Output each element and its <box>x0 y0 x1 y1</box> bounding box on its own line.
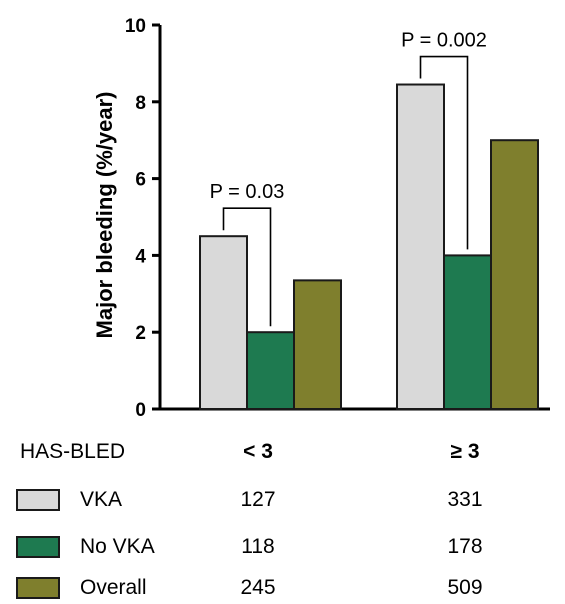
significance-bracket <box>419 55 469 250</box>
table-row-no-vka: No VKA 118 178 <box>0 532 565 562</box>
y-tick-label: 4 <box>135 246 146 267</box>
count-no-vka-low: 118 <box>241 535 275 558</box>
y-tick-label: 10 <box>125 16 146 37</box>
y-tick-label: 8 <box>135 93 146 114</box>
table-row-vka: VKA 127 331 <box>0 485 565 515</box>
table-header-row: HAS-BLED < 3 ≥ 3 <box>0 437 565 467</box>
y-tick-label: 2 <box>135 323 146 344</box>
legend-label-no-vka: No VKA <box>80 535 155 558</box>
bar <box>246 331 295 411</box>
count-overall-low: 245 <box>240 576 276 599</box>
count-no-vka-high: 178 <box>447 535 483 558</box>
legend-label-overall: Overall <box>80 576 147 599</box>
legend-swatch-no-vka <box>16 536 60 558</box>
legend-label-vka: VKA <box>80 488 123 511</box>
bar-chart: 0 2 4 6 8 10 P = 0.03 P = 0.002 Major bleeding… <box>92 16 550 420</box>
table-row-overall: Overall 245 509 <box>0 573 565 603</box>
legend-swatch-vka <box>16 489 60 511</box>
table-group-high: ≥ 3 <box>450 440 480 463</box>
annotations: P = 0.03 P = 0.002 <box>210 30 487 327</box>
legend-swatch-overall <box>16 577 60 599</box>
p-value-label: P = 0.002 <box>401 30 487 52</box>
bar <box>293 279 342 410</box>
table-header-title: HAS-BLED <box>20 440 126 463</box>
count-vka-high: 331 <box>447 488 483 511</box>
bar <box>199 235 248 410</box>
bar <box>490 139 539 410</box>
y-tick-label: 6 <box>135 170 146 191</box>
y-tick-label: 0 <box>135 400 146 420</box>
count-vka-low: 127 <box>240 488 276 511</box>
p-value-label: P = 0.03 <box>210 181 285 203</box>
bars <box>199 83 539 411</box>
count-overall-high: 509 <box>447 576 483 599</box>
table-group-low: < 3 <box>243 440 273 463</box>
bar <box>443 254 492 410</box>
y-axis-label: Major bleeding (%/year) <box>92 92 117 339</box>
bar <box>396 83 445 411</box>
significance-bracket <box>222 207 272 327</box>
